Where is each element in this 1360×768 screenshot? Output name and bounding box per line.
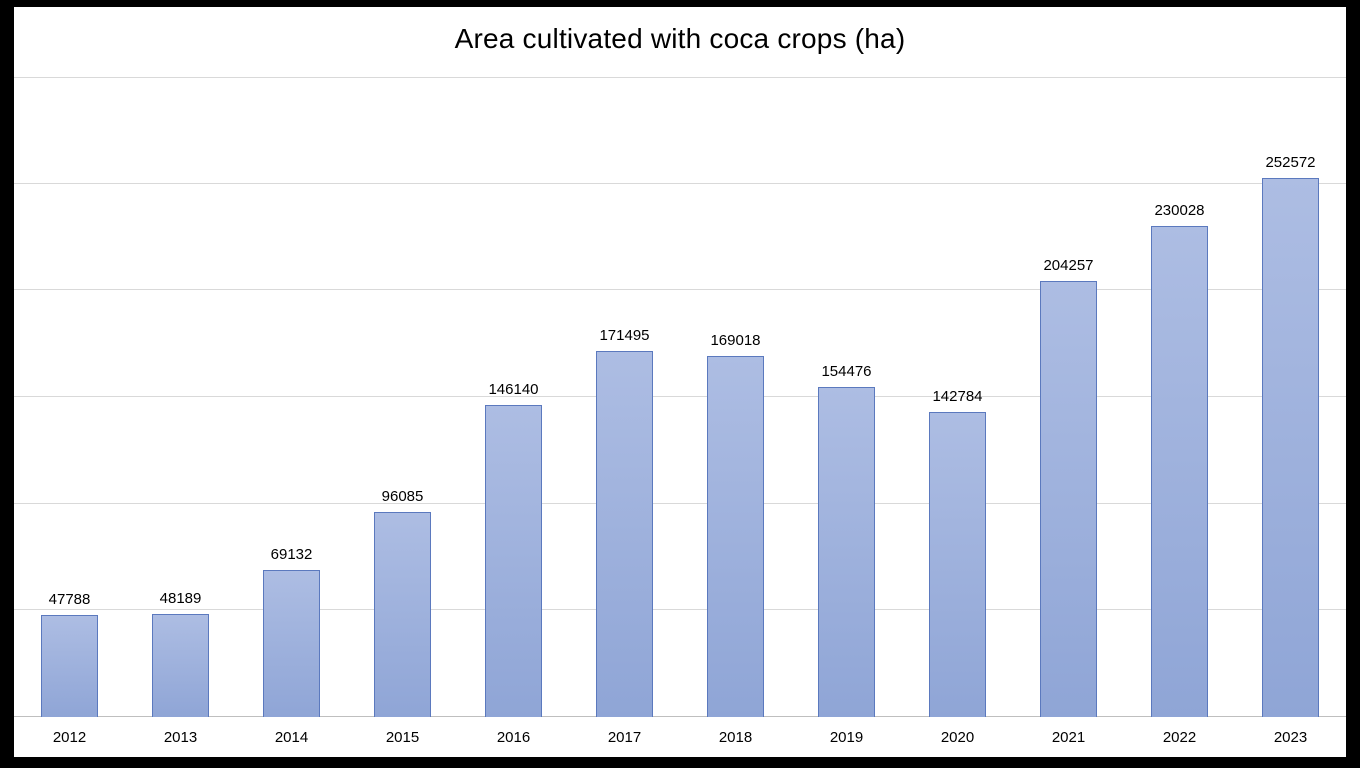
bar-value-label: 171495 xyxy=(599,327,650,345)
bar xyxy=(152,614,209,717)
gridline xyxy=(14,609,1346,611)
bar-value-label: 169018 xyxy=(710,332,761,350)
bar-value-label: 96085 xyxy=(381,488,424,506)
gridline xyxy=(14,77,1346,78)
gridline xyxy=(14,182,1346,184)
bar-group-2018: 169018 xyxy=(680,77,791,717)
x-axis-label: 2023 xyxy=(1273,728,1308,746)
x-axis-label: 2015 xyxy=(385,728,420,746)
bar-group-2022: 230028 xyxy=(1124,77,1235,717)
bar xyxy=(596,351,653,717)
x-axis-label: 2012 xyxy=(52,728,87,746)
gridline xyxy=(14,396,1346,397)
bar-group-2019: 154476 xyxy=(791,77,902,717)
bar xyxy=(929,412,986,717)
bar-value-label: 204257 xyxy=(1043,257,1094,275)
x-axis-label: 2021 xyxy=(1051,728,1086,746)
x-axis-label: 2022 xyxy=(1162,728,1197,746)
bar-value-label: 69132 xyxy=(270,545,313,563)
bar-group-2012: 47788 xyxy=(14,77,125,717)
chart-title: Area cultivated with coca crops (ha) xyxy=(454,23,906,54)
bar-value-label: 146140 xyxy=(488,381,539,399)
x-axis-line xyxy=(14,716,1346,717)
bars-layer: 47788 48189 69132 96085 146140 171495 169018 15… xyxy=(14,77,1346,717)
bar xyxy=(707,356,764,717)
bar xyxy=(1262,178,1319,717)
plot-area: 47788 48189 69132 96085 146140 171495 169018 15… xyxy=(14,77,1346,717)
x-axis-label: 2014 xyxy=(274,728,309,746)
x-axis-label: 2013 xyxy=(163,728,198,746)
bar-group-2016: 146140 xyxy=(458,77,569,717)
bar-value-label: 154476 xyxy=(821,363,872,381)
bar-group-2015: 96085 xyxy=(347,77,458,717)
bar-group-2021: 204257 xyxy=(1013,77,1124,717)
bar-value-label: 47788 xyxy=(48,591,91,609)
x-axis-label: 2019 xyxy=(829,728,864,746)
bar xyxy=(485,405,542,717)
gridline xyxy=(14,502,1346,504)
x-axis-label: 2020 xyxy=(940,728,975,746)
bar xyxy=(1151,226,1208,717)
x-axis-label: 2016 xyxy=(496,728,531,746)
bar-group-2023: 252572 xyxy=(1235,77,1346,717)
bar xyxy=(374,512,431,717)
bar-chart: Area cultivated with coca crops (ha) 477… xyxy=(14,7,1346,757)
x-axis-labels: 2012 2013 2014 2015 2016 2017 2018 2019 2020 2021… xyxy=(14,717,1346,757)
bar-value-label: 230028 xyxy=(1154,202,1205,220)
bar xyxy=(41,615,98,717)
bar-group-2013: 48189 xyxy=(125,77,236,717)
bar xyxy=(818,387,875,717)
x-axis-label: 2017 xyxy=(607,728,642,746)
gridline xyxy=(14,289,1346,291)
bar xyxy=(1040,281,1097,717)
bar-group-2020: 142784 xyxy=(902,77,1013,717)
bar-group-2014: 69132 xyxy=(236,77,347,717)
bar-group-2017: 171495 xyxy=(569,77,680,717)
x-axis-label: 2018 xyxy=(718,728,753,746)
bar-value-label: 142784 xyxy=(932,388,983,406)
bar-value-label: 252572 xyxy=(1265,154,1316,172)
bar-value-label: 48189 xyxy=(159,590,202,608)
bar xyxy=(263,569,320,717)
